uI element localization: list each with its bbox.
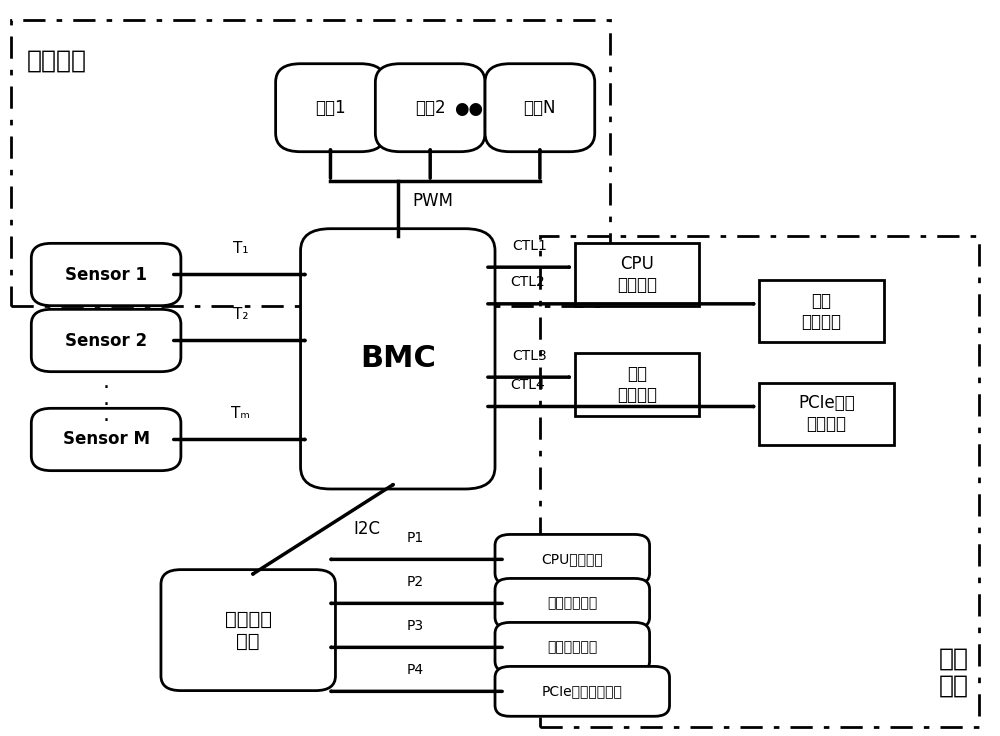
Text: I2C: I2C: [353, 520, 380, 538]
Text: 液冷
系统: 液冷 系统: [939, 646, 969, 698]
FancyBboxPatch shape: [575, 353, 699, 416]
Text: PCIe设备供电单元: PCIe设备供电单元: [542, 684, 623, 698]
FancyBboxPatch shape: [495, 666, 670, 716]
Text: CTL1: CTL1: [512, 238, 547, 252]
FancyBboxPatch shape: [495, 534, 650, 584]
Text: ·
·
·: · · ·: [103, 378, 110, 431]
Text: 硬盘
液冷单元: 硬盘 液冷单元: [617, 365, 657, 404]
Text: 风冷系统: 风冷系统: [26, 49, 86, 73]
Text: 功率监控
芯片: 功率监控 芯片: [225, 609, 272, 651]
Text: CTL4: CTL4: [510, 378, 545, 392]
FancyBboxPatch shape: [31, 244, 181, 305]
FancyBboxPatch shape: [276, 64, 385, 152]
FancyBboxPatch shape: [375, 64, 485, 152]
Text: T₂: T₂: [233, 307, 248, 322]
FancyBboxPatch shape: [759, 383, 894, 445]
Text: P4: P4: [407, 662, 424, 676]
Text: P1: P1: [407, 531, 424, 545]
Text: CTL3: CTL3: [513, 349, 547, 363]
Text: T₁: T₁: [233, 241, 248, 256]
Text: 内存供电单元: 内存供电单元: [547, 596, 597, 610]
Text: P3: P3: [407, 619, 424, 633]
Text: CPU
液冷单元: CPU 液冷单元: [617, 255, 657, 294]
FancyBboxPatch shape: [31, 309, 181, 372]
FancyBboxPatch shape: [485, 64, 595, 152]
Text: 风抇2: 风抇2: [415, 99, 446, 117]
Text: CPU供电单元: CPU供电单元: [541, 553, 603, 567]
Text: Sensor M: Sensor M: [63, 431, 150, 448]
Text: PCIe设备
液冷单元: PCIe设备 液冷单元: [798, 394, 855, 434]
FancyBboxPatch shape: [495, 578, 650, 629]
Text: BMC: BMC: [360, 344, 436, 373]
Text: P2: P2: [407, 575, 424, 589]
Text: PWM: PWM: [413, 192, 454, 210]
FancyBboxPatch shape: [161, 570, 335, 690]
Text: Sensor 1: Sensor 1: [65, 266, 147, 283]
FancyBboxPatch shape: [495, 623, 650, 672]
Text: 风抋N: 风抋N: [524, 99, 556, 117]
FancyBboxPatch shape: [31, 408, 181, 470]
Text: ●●: ●●: [454, 100, 483, 118]
FancyBboxPatch shape: [575, 244, 699, 305]
Text: Sensor 2: Sensor 2: [65, 331, 147, 350]
Text: 风抇1: 风抇1: [315, 99, 346, 117]
Text: 内存
液冷单元: 内存 液冷单元: [802, 291, 842, 330]
Text: CTL2: CTL2: [510, 275, 545, 289]
Text: Tₘ: Tₘ: [231, 406, 250, 421]
FancyBboxPatch shape: [301, 229, 495, 489]
FancyBboxPatch shape: [759, 280, 884, 342]
Text: 硬盘供电单元: 硬盘供电单元: [547, 640, 597, 654]
